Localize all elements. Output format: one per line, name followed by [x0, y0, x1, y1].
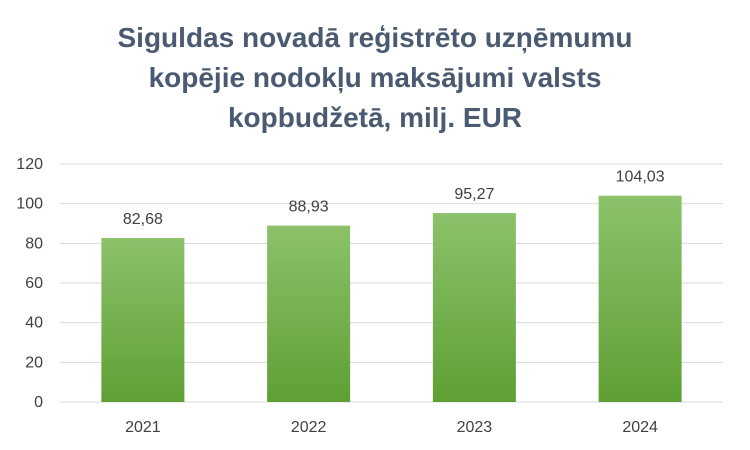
data-label-2022: 88,93: [289, 199, 329, 216]
x-tick-label-2024: 2024: [622, 419, 658, 436]
chart-title-line-1: Siguldas novadā reģistrēto uzņēmumu: [117, 22, 633, 53]
bar-2024: [598, 195, 682, 402]
bar-2021: [101, 238, 185, 402]
x-tick-label-2021: 2021: [125, 419, 161, 436]
y-axis-ticks: 0 20 40 60 80 100 120: [16, 156, 43, 411]
y-tick-label: 60: [25, 275, 43, 292]
y-tick-label: 100: [16, 196, 43, 213]
data-label-2023: 95,27: [454, 186, 494, 203]
bar-2022: [267, 225, 351, 402]
bar-2023: [432, 213, 516, 402]
y-tick-label: 40: [25, 315, 43, 332]
chart-title-line-2: kopējie nodokļu maksājumi valsts: [148, 62, 602, 93]
chart-title: Siguldas novadā reģistrēto uzņēmumu kopē…: [0, 18, 750, 138]
data-label-2024: 104,03: [616, 169, 665, 186]
bars: [101, 195, 682, 402]
x-axis-ticks: 2021 2022 2023 2024: [125, 419, 658, 436]
chart-title-line-3: kopbudžetā, milj. EUR: [227, 102, 523, 133]
y-tick-label: 0: [34, 394, 43, 411]
data-labels: 82,68 88,93 95,27 104,03: [123, 169, 665, 228]
x-tick-label-2022: 2022: [291, 419, 327, 436]
y-tick-label: 80: [25, 235, 43, 252]
x-tick-label-2023: 2023: [457, 419, 493, 436]
y-tick-label: 20: [25, 354, 43, 371]
y-tick-label: 120: [16, 156, 43, 173]
data-label-2021: 82,68: [123, 211, 163, 228]
